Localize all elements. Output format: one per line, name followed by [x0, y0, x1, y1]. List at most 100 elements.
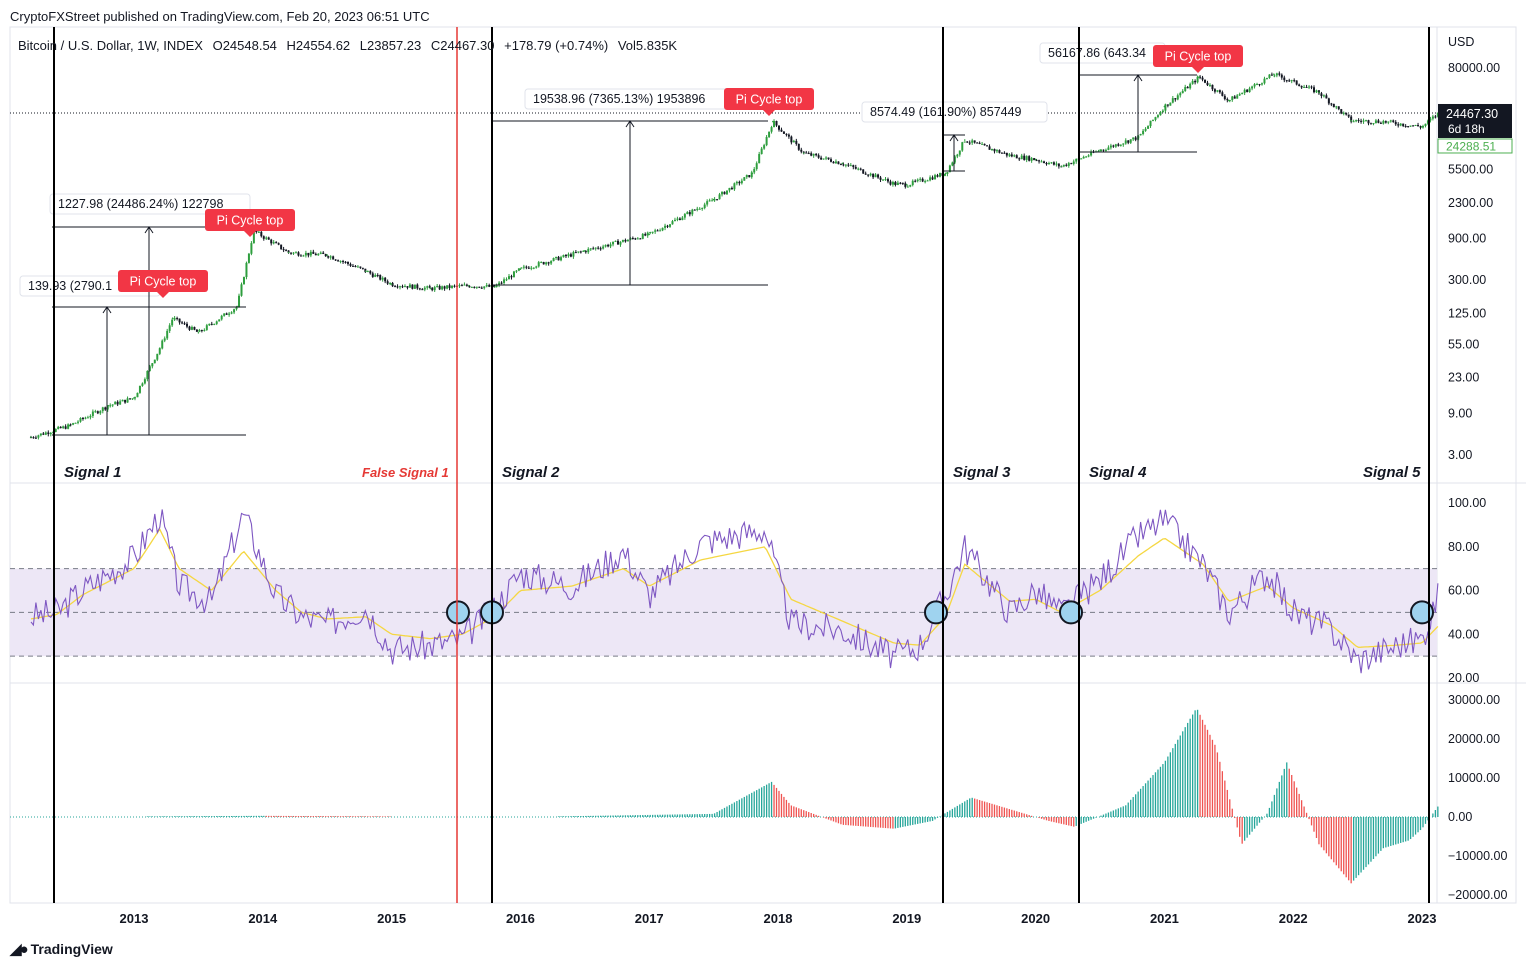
price-candle [146, 370, 149, 380]
price-candle [428, 286, 431, 288]
price-candle [376, 274, 379, 276]
price-candle [312, 251, 315, 254]
price-candle [1142, 130, 1145, 135]
macd-pane[interactable] [10, 709, 1439, 884]
price-candle [857, 168, 860, 170]
price-candle [884, 179, 887, 181]
price-candle [1015, 155, 1018, 159]
price-candle [408, 284, 411, 288]
price-candle [366, 271, 369, 273]
price-candle [354, 265, 357, 267]
rsi-pane[interactable] [10, 509, 1439, 674]
chart-area[interactable]: 139.93 (2790.1 1227.98 (24486.24%) 122798… [0, 0, 1536, 940]
price-candle [505, 279, 508, 281]
price-candle [37, 435, 40, 438]
price-candle [57, 426, 60, 429]
price-candle [230, 312, 233, 314]
price-candle [86, 417, 89, 419]
price-candle [1208, 84, 1211, 86]
price-candle [508, 276, 511, 280]
price-candle [775, 121, 778, 126]
price-candle [869, 173, 872, 176]
price-candle [844, 164, 847, 166]
price-candle [99, 411, 102, 414]
price-candle [1308, 86, 1311, 88]
price-candle [79, 417, 82, 422]
rsi-cross-marker [1059, 600, 1083, 625]
price-candle [62, 426, 65, 429]
price-candle [807, 153, 810, 155]
price-candle [106, 406, 109, 410]
price-candle [644, 233, 647, 236]
measure-arrow-head [102, 306, 112, 314]
price-candle [634, 238, 637, 240]
price-candle [686, 212, 689, 215]
price-point [468, 284, 470, 287]
price-candle [510, 276, 513, 278]
price-candle [153, 359, 156, 364]
price-candle [411, 284, 414, 289]
price-candle [77, 421, 80, 423]
price-candle [522, 266, 525, 268]
price-candle [488, 285, 491, 287]
measure-label: 19538.96 (7365.13%) 1953896 [533, 92, 705, 106]
price-point [287, 251, 290, 254]
price-point [429, 287, 432, 290]
rsi-cross-marker [1410, 600, 1434, 625]
pi-cycle-label: Pi Cycle top [217, 214, 284, 228]
price-candle [1251, 86, 1254, 89]
price-candle [1233, 96, 1236, 99]
price-candle [478, 286, 481, 288]
rsi-ma-line [30, 527, 1439, 648]
price-tick-label: 9.00 [1448, 406, 1472, 420]
pi-cycle-label: Pi Cycle top [130, 275, 197, 289]
price-candle [859, 168, 862, 170]
price-candle [948, 165, 951, 173]
pi-cycle-badge [118, 270, 208, 292]
price-candle [332, 256, 335, 260]
price-candle [1424, 123, 1427, 126]
price-candle [304, 252, 307, 256]
pi-cycle-badge-pointer [157, 292, 169, 298]
price-candle [151, 363, 154, 367]
price-candle [973, 140, 976, 143]
pi-cycle-label: Pi Cycle top [736, 93, 803, 107]
price-point [712, 198, 715, 201]
price-candle [314, 253, 317, 256]
price-candle [1223, 95, 1226, 100]
price-candle [292, 252, 295, 254]
price-candle [495, 285, 498, 288]
price-candle [1065, 164, 1068, 166]
legend-symbol: Bitcoin / U.S. Dollar, 1W, INDEX [18, 38, 203, 53]
price-candle [161, 340, 164, 349]
price-point [772, 120, 774, 123]
price-candle [1174, 98, 1177, 100]
price-candle [1114, 144, 1117, 147]
price-candle [1374, 120, 1377, 124]
price-candle [800, 149, 803, 152]
price-point [584, 249, 586, 252]
price-point [648, 233, 650, 236]
price-candle [133, 397, 136, 399]
price-candle [431, 287, 434, 291]
time-tick-label: 2022 [1279, 911, 1308, 926]
price-candle [993, 148, 996, 152]
price-candle [381, 277, 384, 280]
price-candle [1362, 120, 1365, 122]
time-tick-label: 2019 [892, 911, 921, 926]
price-candle [168, 325, 171, 331]
countdown-label: 6d 18h [1448, 122, 1485, 136]
price-pane[interactable]: 139.93 (2790.1 1227.98 (24486.24%) 122798… [10, 42, 1440, 440]
price-candle [1080, 158, 1083, 160]
price-candle [1236, 95, 1239, 99]
price-candle [218, 319, 221, 322]
price-candle [215, 321, 218, 324]
price-candle [342, 261, 345, 263]
price-candle [126, 398, 129, 403]
price-candle [1404, 126, 1407, 128]
price-candle [1018, 158, 1021, 160]
price-candle [483, 286, 486, 289]
price-point [519, 268, 522, 270]
tradingview-footer[interactable]: ◢● TradingView [10, 940, 113, 958]
price-candle [1147, 126, 1150, 129]
